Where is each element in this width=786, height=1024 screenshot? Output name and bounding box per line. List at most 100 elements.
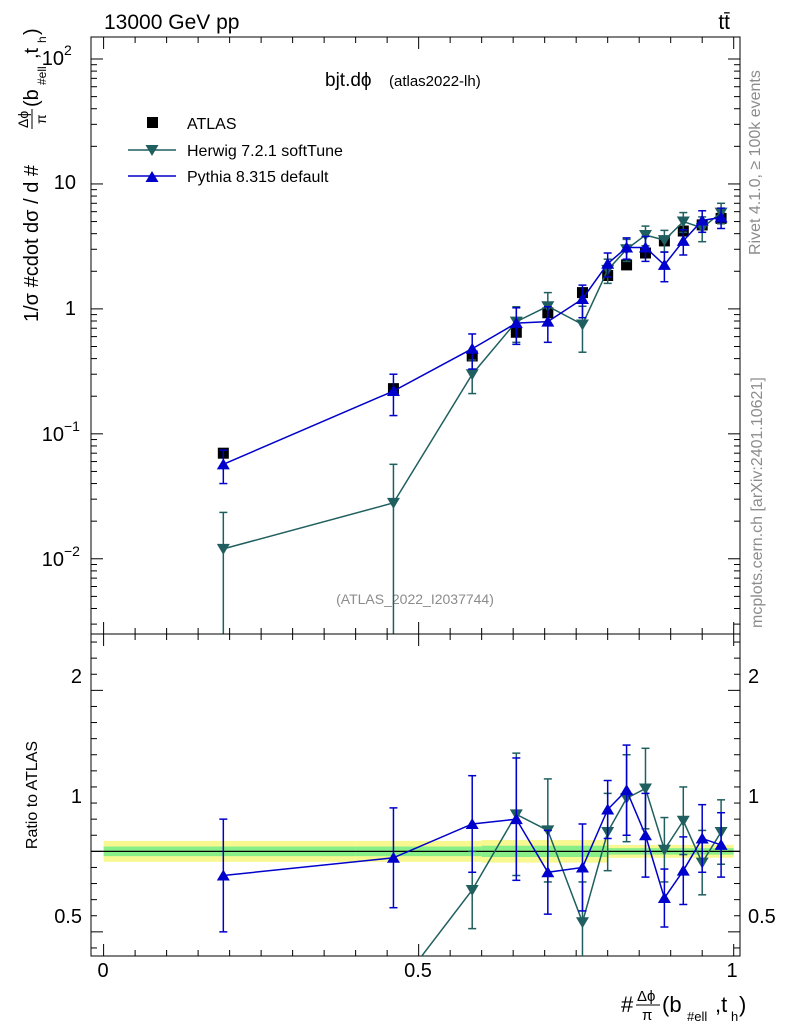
- main-ylabel-sep: ,t: [21, 47, 43, 59]
- plot-subtitle: (atlas2022-lh): [389, 73, 481, 90]
- xlabel-sub2: h: [731, 1009, 738, 1024]
- main-pythia-point: [620, 241, 634, 253]
- main-y-tick-exp: −2: [64, 543, 80, 559]
- ratio-pythia-point: [657, 892, 671, 904]
- main-y-tick-label-1: 1: [65, 298, 76, 320]
- main-pythia-point: [657, 258, 671, 270]
- main-ylabel-close: ): [21, 28, 43, 35]
- main-panel: bjt.dϕ (atlas2022-lh) (ATLAS_2022_I20377…: [15, 28, 741, 635]
- energy-label: 13000 GeV pp: [104, 11, 239, 34]
- legend-herwig-marker: [145, 145, 159, 156]
- rivet-label: Rivet 4.1.0, ≥ 100k events: [747, 70, 764, 255]
- ratio-y-axis-title: Ratio to ATLAS: [24, 741, 41, 849]
- main-herwig-point: [216, 543, 230, 555]
- ratio-y-tick-right-1: 1: [748, 786, 759, 808]
- ratio-herwig-point: [676, 815, 690, 827]
- x-axis-title: # Δϕ π (b #ell ,t h ): [621, 988, 746, 1024]
- main-herwig-series: [216, 202, 728, 634]
- xlabel-sub1: #ell: [687, 1009, 707, 1024]
- ratio-y-tick-left-0.5: 0.5: [54, 906, 82, 928]
- main-y-tick-label-1e2: 10 2: [42, 42, 72, 70]
- ratio-herwig-point: [465, 884, 479, 896]
- main-y-tick-label-1e-1: 10 −1: [42, 418, 80, 446]
- mcplots-label: mcplots.cern.ch [arXiv:2401.10621]: [749, 377, 766, 628]
- x-tick-label-1: 1: [726, 960, 737, 982]
- main-ylabel-sub2: h: [35, 36, 49, 43]
- ratio-pythia-point: [575, 861, 589, 873]
- main-pythia-point: [216, 458, 230, 470]
- ratio-pythia-point: [620, 784, 634, 796]
- ratio-y-tick-left-1: 1: [71, 786, 82, 808]
- main-herwig-point: [638, 230, 652, 242]
- xlabel-num: Δϕ: [637, 988, 655, 1005]
- main-y-tick-base: 1: [65, 298, 76, 320]
- ratio-y-tick-right-2: 2: [748, 666, 759, 688]
- main-y-tick-base: 10: [42, 549, 64, 571]
- main-atlas-point: [621, 259, 633, 271]
- main-y-tick-exp: 2: [64, 42, 72, 58]
- ratio-herwig-point: [638, 783, 652, 795]
- legend-herwig-label: Herwig 7.2.1 softTune: [187, 143, 343, 160]
- main-ylabel-main: 1/σ #cdot dσ / d #: [21, 164, 43, 322]
- ratio-pythia-point: [216, 869, 230, 881]
- main-y-tick-label-10: 10: [54, 172, 76, 194]
- x-tick-label-0: 0: [97, 960, 108, 982]
- main-herwig-point: [386, 497, 400, 509]
- ratio-y-tick-left-2: 2: [71, 666, 82, 688]
- xlabel-main: #: [621, 992, 634, 1017]
- main-pythia-point: [386, 385, 400, 397]
- xlabel-arg: (b: [662, 992, 682, 1017]
- legend: ATLAS Herwig 7.2.1 softTune Pythia 8.315…: [128, 116, 343, 186]
- x-tick-label-0.5: 0.5: [404, 960, 432, 982]
- ratio-herwig-point: [217, 980, 230, 991]
- ratio-pythia-point: [676, 864, 690, 876]
- ratio-pythia-point: [541, 866, 555, 878]
- legend-atlas-label: ATLAS: [187, 116, 237, 133]
- ratio-herwig-point: [387, 988, 400, 999]
- xlabel-close: ): [739, 992, 746, 1017]
- main-y-tick-base: 10: [42, 424, 64, 446]
- main-herwig-point: [657, 235, 671, 247]
- ratio-pythia-point: [714, 838, 728, 850]
- ratio-pythia-point: [509, 813, 523, 825]
- ratio-pythia-point: [695, 832, 709, 844]
- legend-pythia-label: Pythia 8.315 default: [187, 169, 329, 186]
- main-pythia-point: [695, 214, 709, 226]
- main-pythia-point: [601, 257, 615, 269]
- main-y-tick-base: 10: [42, 48, 64, 70]
- ratio-panel: Ratio to ATLAS 2 1 0.5 2 1 0.5 0 0.5 1 #…: [24, 633, 776, 1024]
- main-pythia-point: [509, 317, 523, 329]
- xlabel-den: π: [642, 1007, 652, 1024]
- main-pythia-point: [638, 241, 652, 253]
- legend-pythia-marker: [145, 171, 159, 182]
- main-herwig-point: [575, 319, 589, 331]
- main-herwig-point: [676, 216, 690, 228]
- main-pythia-point: [465, 342, 479, 354]
- ratio-pythia-point: [638, 829, 652, 841]
- process-label: tt̄: [718, 11, 730, 34]
- main-herwig-point: [465, 369, 479, 381]
- ratio-pythia-point: [465, 817, 479, 829]
- main-ylabel-num: Δϕ: [15, 111, 31, 128]
- main-y-tick-base: 10: [54, 172, 76, 194]
- ratio-pythia-point: [601, 803, 615, 815]
- main-ylabel-arg: (b: [21, 89, 43, 107]
- main-pythia-point: [575, 292, 589, 304]
- ratio-pythia-point: [386, 851, 400, 863]
- main-y-tick-exp: −1: [64, 418, 80, 434]
- main-pythia-point: [714, 211, 728, 223]
- main-pythia-series: [216, 207, 728, 485]
- analysis-watermark: (ATLAS_2022_I2037744): [336, 591, 494, 607]
- plot-title: bjt.dϕ: [325, 70, 372, 91]
- main-pythia-point: [541, 315, 555, 327]
- main-ylabel-den: π: [33, 114, 49, 124]
- ratio-frame: [90, 633, 741, 957]
- ratio-herwig-point: [575, 917, 589, 929]
- xlabel-sep: ,t: [715, 992, 727, 1017]
- main-y-tick-label-1e-2: 10 −2: [42, 543, 80, 571]
- main-y-axis-title: 1/σ #cdot dσ / d # Δϕ π (b #ell ,t h ): [15, 28, 49, 322]
- ratio-pythia-series: [216, 744, 728, 933]
- ratio-herwig-point: [657, 844, 671, 856]
- main-pythia-point: [676, 234, 690, 246]
